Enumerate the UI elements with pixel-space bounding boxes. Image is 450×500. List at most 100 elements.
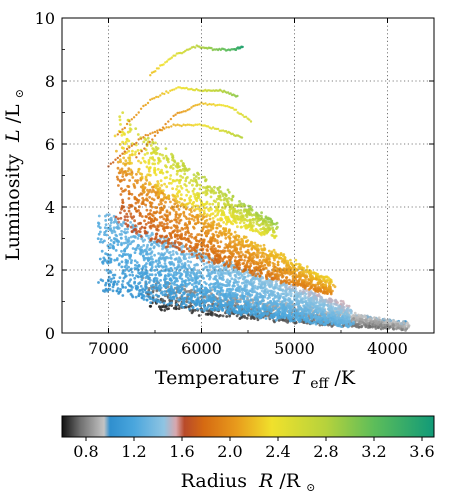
- data-point: [238, 317, 242, 320]
- data-point: [115, 257, 119, 260]
- data-point: [345, 308, 349, 312]
- data-point: [274, 282, 278, 286]
- data-point: [258, 292, 262, 295]
- data-point: [224, 236, 228, 240]
- data-point: [128, 192, 132, 196]
- data-point: [157, 294, 161, 298]
- data-point: [185, 247, 189, 251]
- data-point: [281, 274, 285, 278]
- data-point: [156, 196, 160, 200]
- data-point: [213, 287, 217, 291]
- data-point: [285, 283, 289, 287]
- data-point: [124, 253, 128, 256]
- data-point: [161, 189, 165, 193]
- data-point: [235, 293, 239, 297]
- data-point: [142, 244, 146, 247]
- data-point: [135, 209, 139, 213]
- data-point: [238, 258, 242, 261]
- data-point: [130, 259, 134, 262]
- data-point: [112, 276, 116, 280]
- data-point: [260, 251, 264, 255]
- data-point: [399, 324, 402, 328]
- data-point: [223, 293, 226, 297]
- data-point: [257, 282, 261, 286]
- data-point: [168, 250, 172, 254]
- data-point: [208, 217, 212, 221]
- data-point: [323, 291, 327, 295]
- data-point: [167, 307, 171, 310]
- data-point: [282, 304, 286, 307]
- data-point: [244, 289, 248, 293]
- data-point: [97, 224, 100, 228]
- data-point: [314, 295, 317, 299]
- data-point: [228, 279, 232, 283]
- data-point: [134, 179, 137, 183]
- data-point: [388, 325, 392, 329]
- data-point: [109, 221, 113, 225]
- data-point: [326, 307, 330, 311]
- data-point: [225, 315, 229, 318]
- data-point: [293, 319, 297, 322]
- data-point: [98, 240, 102, 244]
- data-point: [214, 302, 217, 306]
- data-point: [150, 273, 154, 277]
- data-point: [237, 270, 241, 274]
- data-point: [131, 176, 135, 179]
- data-point: [220, 286, 224, 289]
- data-point: [328, 304, 331, 308]
- data-point: [178, 241, 182, 245]
- data-point: [188, 249, 191, 253]
- scatter-points: [96, 44, 411, 332]
- data-point: [182, 210, 186, 214]
- data-point: [176, 237, 180, 241]
- data-point: [317, 315, 321, 319]
- data-point: [180, 226, 184, 230]
- data-point: [296, 315, 299, 319]
- data-point: [246, 274, 250, 278]
- data-point: [288, 299, 292, 303]
- data-point: [204, 286, 208, 290]
- data-point: [209, 226, 213, 229]
- data-point: [284, 319, 288, 323]
- data-point: [144, 280, 148, 284]
- data-point: [270, 307, 274, 311]
- data-point: [114, 215, 118, 219]
- data-point: [262, 313, 266, 316]
- data-point: [120, 260, 124, 264]
- data-point: [169, 232, 173, 236]
- data-point: [169, 284, 173, 288]
- data-point: [204, 299, 208, 303]
- data-point: [167, 273, 171, 277]
- data-point: [276, 260, 280, 264]
- data-point: [222, 278, 225, 281]
- data-point: [241, 294, 245, 298]
- data-point: [145, 282, 148, 286]
- data-point: [170, 279, 174, 282]
- data-point: [347, 317, 351, 321]
- data-point: [287, 309, 291, 313]
- data-point: [160, 241, 164, 245]
- data-point: [152, 241, 156, 244]
- data-point: [134, 228, 138, 231]
- data-point: [269, 310, 273, 314]
- data-point: [211, 232, 215, 236]
- data-point: [166, 289, 170, 292]
- data-point: [147, 287, 151, 290]
- data-point: [180, 277, 184, 281]
- data-point: [207, 223, 211, 227]
- data-point: [104, 223, 108, 227]
- data-point: [337, 307, 340, 311]
- data-point: [256, 318, 260, 322]
- data-point: [309, 301, 313, 305]
- data-point: [133, 251, 137, 255]
- data-point: [129, 261, 133, 265]
- data-point: [129, 225, 133, 229]
- data-point: [232, 266, 236, 269]
- data-point: [122, 221, 125, 225]
- data-point: [196, 296, 200, 300]
- data-point: [278, 284, 281, 288]
- data-point: [135, 287, 138, 290]
- data-point: [131, 273, 135, 277]
- data-point: [231, 293, 235, 297]
- data-point: [203, 295, 207, 299]
